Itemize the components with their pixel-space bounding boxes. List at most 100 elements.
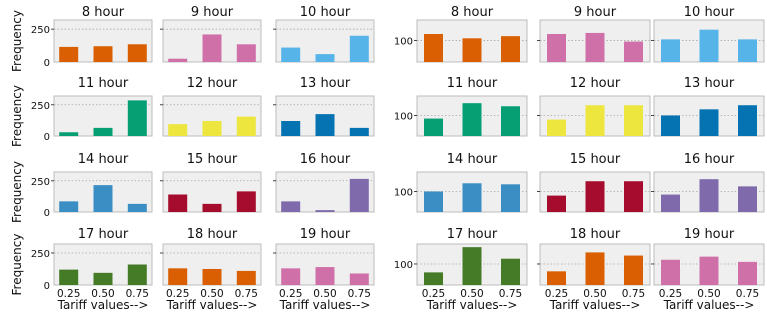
panel-16-hour: 16 hour	[651, 152, 765, 213]
y-axis-label: Frequency	[10, 85, 24, 147]
bar-0.75	[349, 127, 369, 136]
panel-title: 9 hour	[191, 5, 234, 20]
y-tick-label: 0	[44, 132, 50, 143]
bar-0.75	[624, 181, 643, 212]
panel-title: 15 hour	[187, 152, 238, 167]
x-tick-label: 0.50	[91, 288, 114, 300]
bar-0.25	[168, 194, 188, 212]
panel-16-hour: 16 hour	[273, 152, 375, 213]
bar-0.25	[59, 132, 79, 136]
bar-0.50	[462, 38, 482, 62]
bar-0.75	[501, 258, 520, 285]
panel-10-hour: 10 hour	[273, 5, 375, 63]
panel-title: 19 hour	[684, 227, 735, 242]
bar-0.25	[547, 34, 566, 62]
panel-8-hour: 8 hour 100	[394, 5, 528, 63]
y-tick-label: 100	[394, 111, 413, 122]
bar-0.50	[315, 114, 335, 136]
panel-12-hour: 12 hour	[537, 76, 651, 137]
bar-0.25	[168, 58, 188, 62]
bar-0.75	[349, 273, 369, 285]
bar-0.25	[547, 195, 566, 212]
panel-title: 10 hour	[684, 5, 735, 20]
x-tick-label: 0.75	[736, 288, 759, 300]
panel-title: 14 hour	[78, 152, 129, 167]
bar-0.75	[349, 35, 369, 62]
panel-title: 15 hour	[570, 152, 621, 167]
panel-14-hour: 14 hour 100	[394, 152, 528, 213]
bar-0.50	[462, 183, 482, 212]
bar-0.25	[168, 124, 188, 136]
x-tick-label: 0.50	[200, 288, 223, 300]
bar-0.50	[202, 203, 222, 212]
bar-0.75	[738, 39, 757, 62]
y-tick-label: 0	[44, 208, 50, 219]
bar-0.50	[315, 54, 335, 62]
bar-0.25	[281, 201, 301, 212]
bar-0.25	[281, 47, 301, 62]
y-tick-label: 250	[31, 249, 50, 260]
y-tick-label: 100	[394, 36, 413, 47]
panel-title: 18 hour	[187, 227, 238, 242]
x-tick-label: 0.50	[697, 288, 720, 300]
y-tick-label: 250	[31, 177, 50, 188]
bar-0.50	[93, 46, 113, 62]
x-axis-label: Tariff values-->	[279, 298, 371, 312]
panel-11-hour: 11 hour 0 250	[31, 76, 153, 143]
x-tick-label: 0.25	[279, 288, 302, 300]
bar-0.50	[93, 272, 113, 285]
bar-0.50	[202, 34, 222, 62]
bar-0.75	[501, 36, 520, 62]
bar-0.75	[127, 44, 147, 62]
bar-0.75	[624, 255, 643, 285]
y-axis-label: Frequency	[10, 234, 24, 296]
y-axis-label: Frequency	[10, 161, 24, 223]
bar-0.50	[585, 105, 605, 136]
bar-0.50	[585, 252, 605, 285]
panel-19-hour: 19 hour 0.25 0.50 0.75	[651, 227, 765, 300]
bar-0.75	[501, 184, 520, 212]
x-tick-label: 0.75	[126, 288, 149, 300]
panel-title: 11 hour	[447, 76, 498, 91]
bar-0.50	[93, 185, 113, 212]
panel-title: 17 hour	[447, 227, 498, 242]
bar-0.25	[59, 269, 79, 285]
y-tick-label: 100	[394, 187, 413, 198]
bar-0.50	[585, 32, 605, 62]
bar-0.75	[127, 203, 147, 212]
bar-0.50	[462, 247, 482, 285]
bar-0.75	[738, 186, 757, 212]
x-tick-label: 0.75	[499, 288, 522, 300]
y-tick-label: 250	[31, 25, 50, 36]
panel-15-hour: 15 hour	[537, 152, 651, 213]
panel-title: 17 hour	[78, 227, 129, 242]
x-tick-label: 0.75	[348, 288, 371, 300]
panel-title: 16 hour	[300, 152, 351, 167]
bar-0.75	[236, 116, 256, 136]
bar-0.75	[738, 261, 757, 285]
bar-0.25	[59, 46, 79, 62]
panel-title: 16 hour	[684, 152, 735, 167]
bar-0.75	[236, 191, 256, 212]
y-tick-label: 100	[394, 260, 413, 271]
panel-title: 10 hour	[300, 5, 351, 20]
bar-0.50	[315, 267, 335, 285]
bar-0.75	[236, 44, 256, 62]
x-axis-label: Tariff values-->	[426, 298, 518, 312]
bar-0.75	[127, 264, 147, 285]
bar-0.25	[661, 259, 680, 285]
panel-title: 14 hour	[447, 152, 498, 167]
x-tick-label: 0.25	[659, 288, 682, 300]
panel-title: 9 hour	[574, 5, 617, 20]
bar-0.50	[315, 210, 335, 212]
x-tick-label: 0.50	[460, 288, 483, 300]
y-tick-label: 0	[44, 281, 50, 292]
panel-12-hour: 12 hour	[160, 76, 262, 137]
bar-0.75	[501, 106, 520, 136]
panel-title: 13 hour	[684, 76, 735, 91]
bar-0.25	[661, 39, 680, 62]
panel-13-hour: 13 hour	[273, 76, 375, 137]
panel-title: 8 hour	[451, 5, 494, 20]
bar-0.50	[585, 181, 605, 212]
